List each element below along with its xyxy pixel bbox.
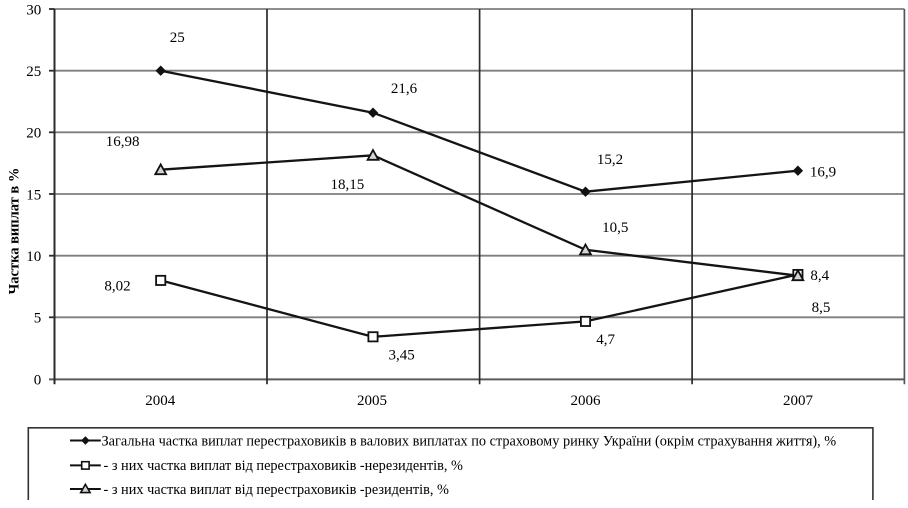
svg-text:4,7: 4,7 [596, 332, 615, 348]
svg-text:0: 0 [34, 373, 42, 389]
svg-text:21,6: 21,6 [391, 81, 418, 97]
svg-text:25: 25 [170, 30, 185, 46]
svg-text:5: 5 [34, 311, 42, 327]
svg-text:8,5: 8,5 [812, 300, 831, 316]
svg-text:30: 30 [26, 2, 41, 18]
svg-text:18,15: 18,15 [331, 177, 365, 193]
svg-text:2004: 2004 [145, 393, 176, 409]
svg-text:2005: 2005 [357, 393, 387, 409]
svg-text:10,5: 10,5 [602, 220, 628, 236]
svg-text:20: 20 [26, 126, 41, 142]
svg-text:Загальна частка виплат перестр: Загальна частка виплат перестраховиків в… [102, 433, 837, 449]
svg-text:25: 25 [26, 64, 41, 80]
svg-text:3,45: 3,45 [388, 347, 414, 363]
svg-text:15: 15 [26, 187, 41, 203]
svg-text:16,98: 16,98 [106, 134, 140, 150]
svg-text:10: 10 [26, 249, 41, 265]
svg-text:Частка виплат в %: Частка виплат в % [6, 168, 22, 295]
svg-text:8,4: 8,4 [810, 268, 829, 284]
svg-text:- з них частка виплат від пере: - з них частка виплат від перестраховикі… [104, 458, 464, 474]
svg-text:2007: 2007 [783, 393, 814, 409]
svg-text:2006: 2006 [571, 393, 602, 409]
svg-text:8,02: 8,02 [104, 278, 130, 294]
svg-text:16,9: 16,9 [810, 164, 836, 180]
svg-text:- з них частка виплат від пере: - з них частка виплат від перестраховикі… [104, 482, 450, 498]
svg-text:15,2: 15,2 [597, 152, 623, 168]
